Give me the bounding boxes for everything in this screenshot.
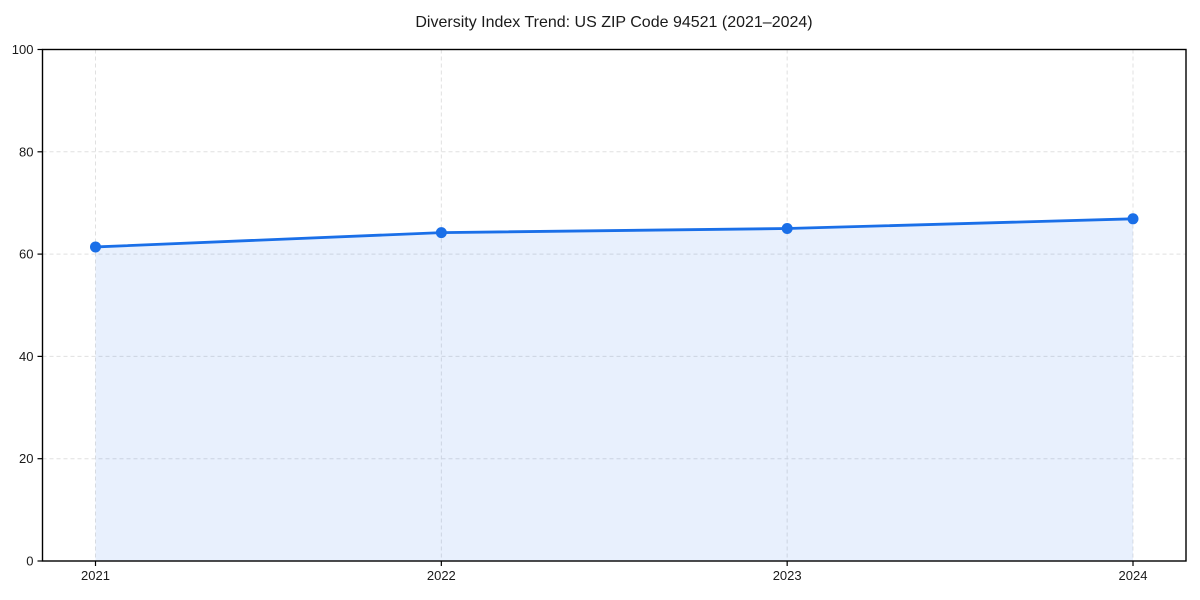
y-tick-label-80: 80 bbox=[19, 144, 33, 159]
x-tick-label-2021: 2021 bbox=[81, 568, 110, 583]
data-point-2022 bbox=[435, 227, 447, 239]
x-tick-label-2023: 2023 bbox=[773, 568, 802, 583]
data-points bbox=[90, 213, 1139, 253]
plot-border bbox=[41, 48, 1187, 562]
data-point-2024 bbox=[1127, 213, 1139, 225]
axis-ticks-and-labels: 0 20 40 60 80 100 2021 2022 2023 2024 bbox=[12, 42, 1148, 583]
axes-frame bbox=[41, 48, 1187, 562]
area-fill-polygon bbox=[95, 218, 1133, 561]
y-tick-label-60: 60 bbox=[19, 247, 33, 262]
x-tick-label-2024: 2024 bbox=[1119, 568, 1148, 583]
y-tick-label-100: 100 bbox=[12, 42, 34, 57]
area-fill bbox=[95, 218, 1133, 561]
chart-title: Diversity Index Trend: US ZIP Code 94521… bbox=[415, 14, 812, 31]
y-tick-label-20: 20 bbox=[19, 451, 33, 466]
data-point-2021 bbox=[90, 241, 101, 253]
gridlines bbox=[42, 49, 1186, 562]
trend-line bbox=[94, 217, 1135, 249]
trend-polyline bbox=[94, 217, 1135, 249]
x-tick-label-2022: 2022 bbox=[427, 568, 456, 583]
y-tick-label-0: 0 bbox=[26, 554, 33, 569]
data-point-2023 bbox=[781, 223, 793, 235]
y-tick-label-40: 40 bbox=[19, 349, 33, 364]
